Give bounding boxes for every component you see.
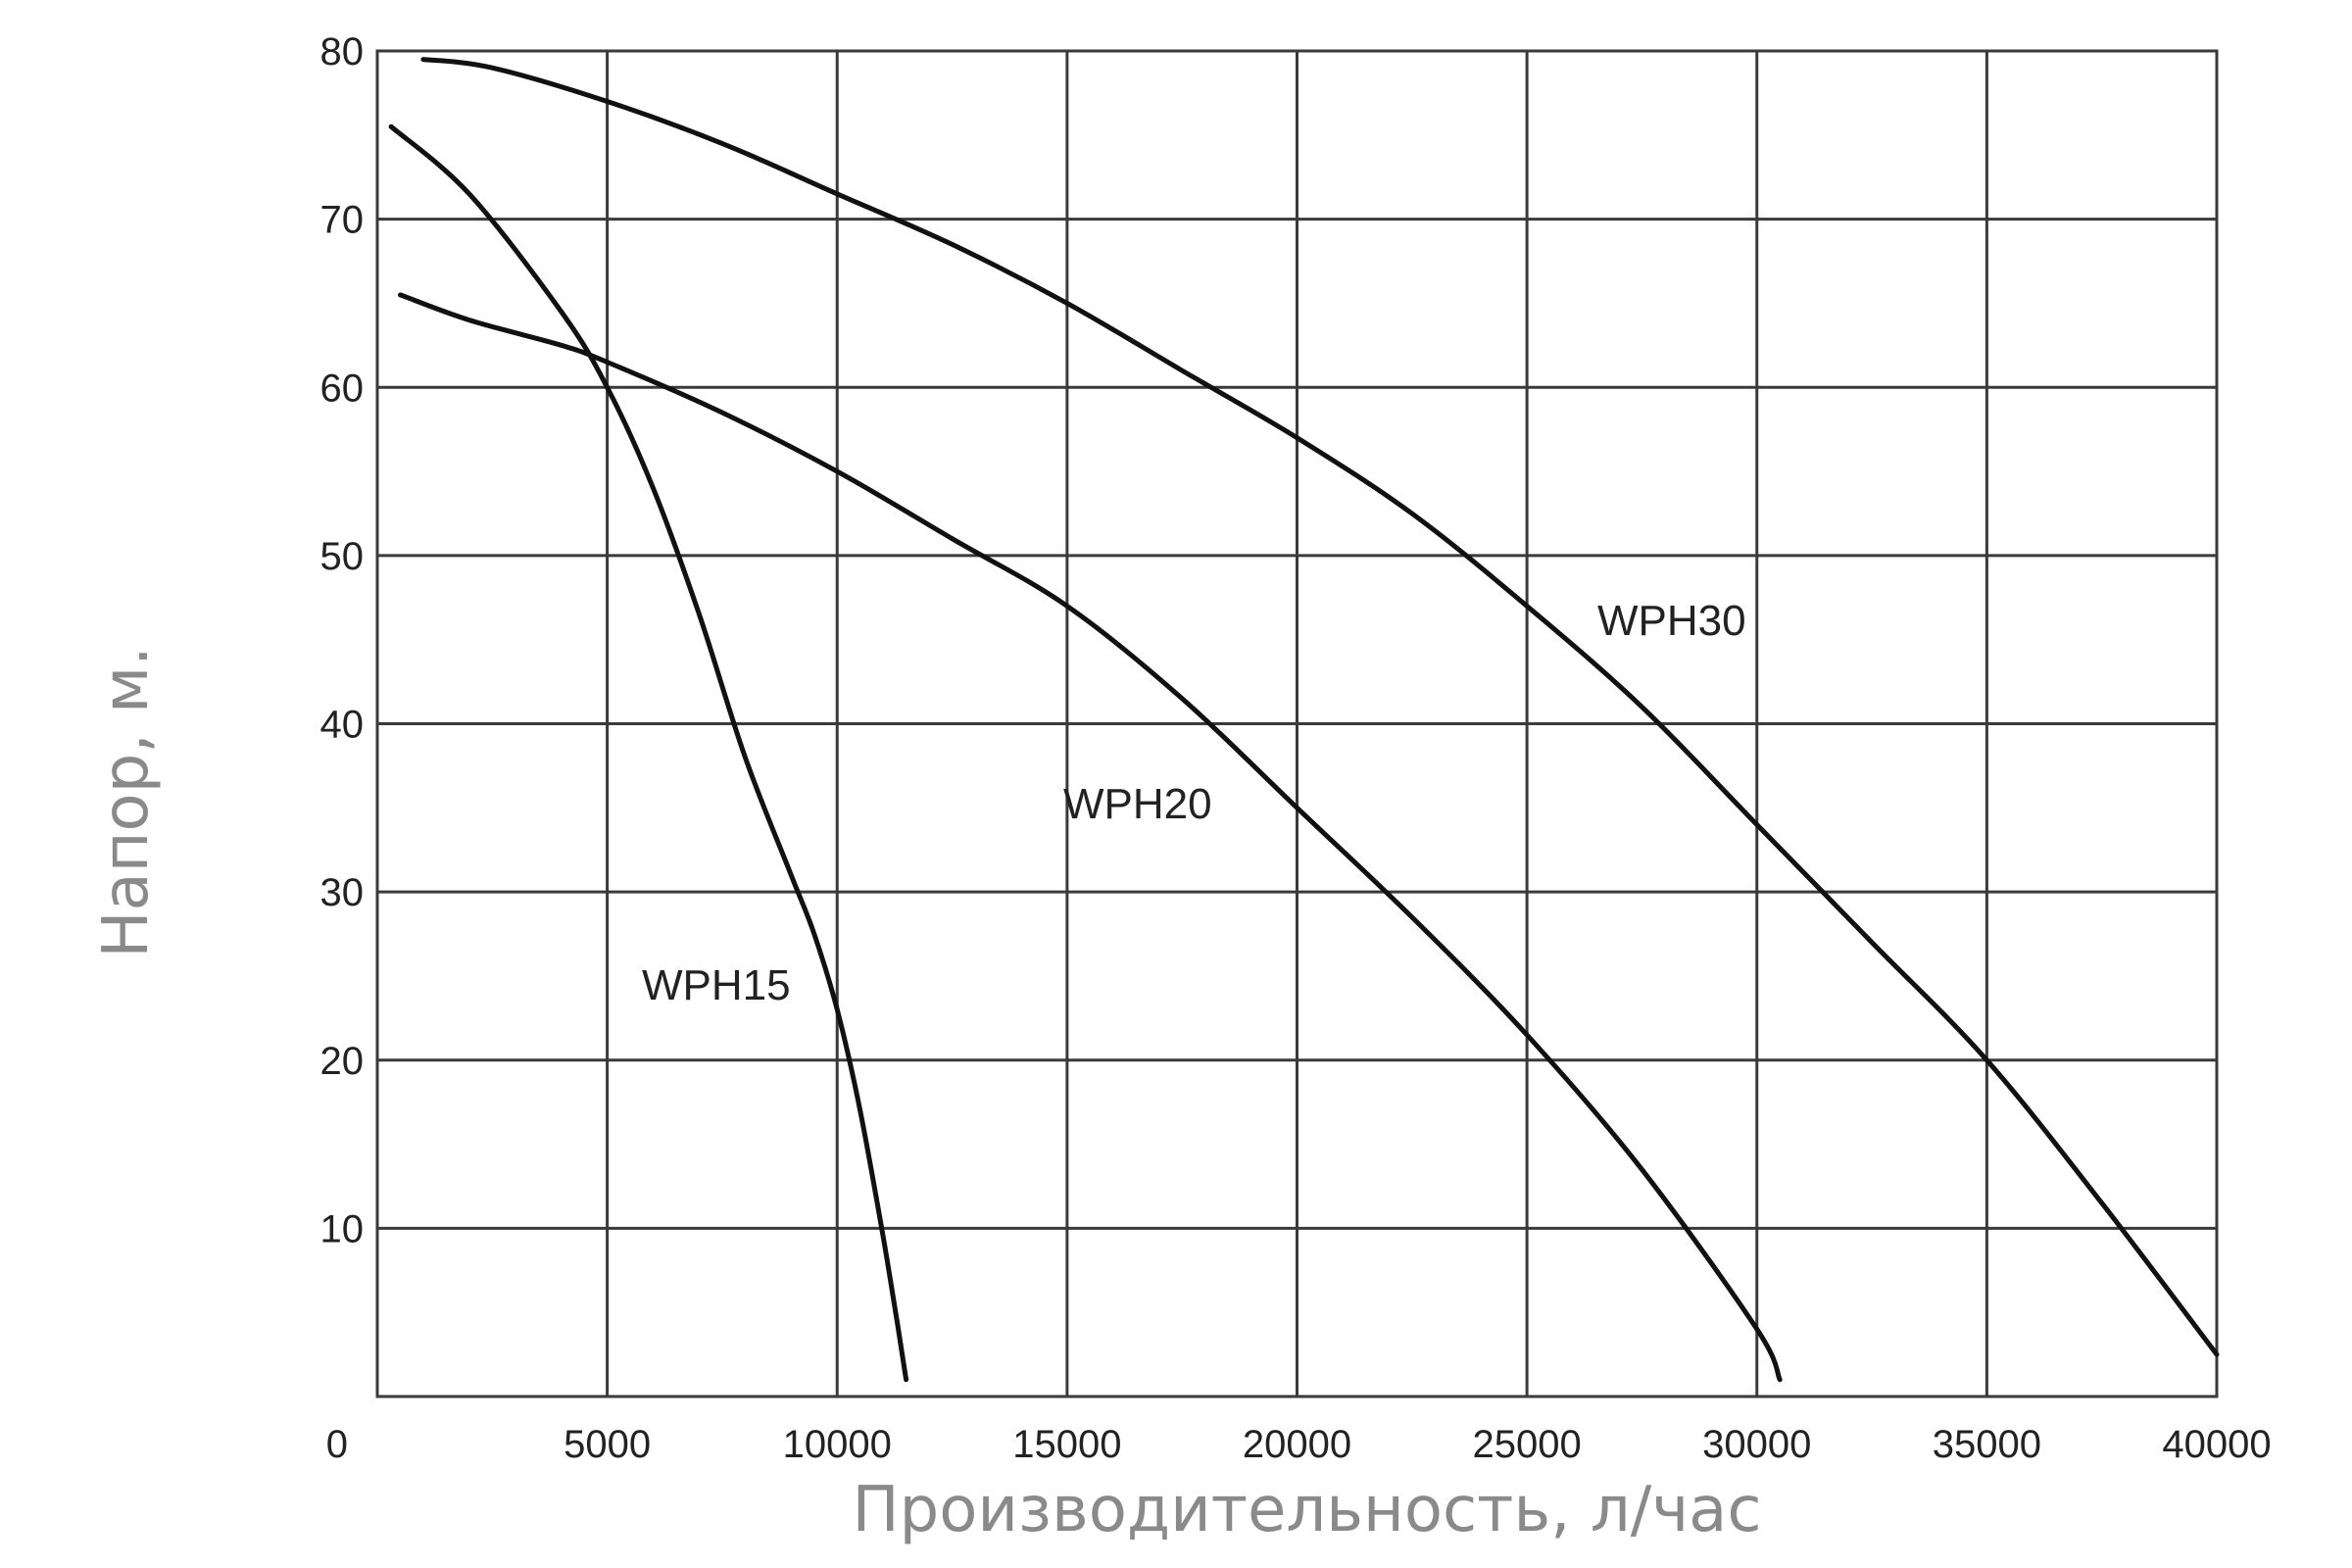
plot-frame	[375, 49, 2219, 1398]
series-labels: WPH15 WPH20 WPH30	[642, 597, 1746, 1009]
y-tick-label: 10	[320, 1207, 365, 1250]
series-label-wph15: WPH15	[642, 961, 791, 1009]
x-tick-label: 40000	[2162, 1423, 2271, 1466]
x-tick-label: 30000	[1702, 1423, 1811, 1466]
y-tick-label: 40	[320, 704, 365, 747]
x-tick-label: 20000	[1243, 1423, 1351, 1466]
x-tick-label: 5000	[564, 1423, 651, 1466]
x-tick-label: 35000	[1933, 1423, 2041, 1466]
grid	[377, 51, 2217, 1396]
series-label-wph30: WPH30	[1597, 597, 1746, 645]
y-tick-label: 70	[320, 199, 365, 242]
x-tick-labels: 0 5000 10000 15000 20000 25000 30000 35000 40000	[326, 1423, 2272, 1466]
x-tick-label: 0	[326, 1423, 348, 1466]
y-tick-label: 50	[320, 535, 365, 578]
series-label-wph20: WPH20	[1063, 780, 1212, 828]
x-tick-label: 15000	[1012, 1423, 1121, 1466]
series-curves	[388, 57, 2220, 1383]
x-tick-label: 25000	[1473, 1423, 1582, 1466]
y-axis-label: Напор, м.	[90, 646, 163, 957]
x-tick-label: 10000	[783, 1423, 892, 1466]
curve-wph15	[388, 123, 909, 1383]
y-tick-label: 20	[320, 1040, 365, 1083]
y-tick-label: 60	[320, 367, 365, 410]
y-tick-labels: 10 20 30 40 50 60 70 80	[320, 30, 365, 1250]
y-tick-label: 30	[320, 871, 365, 914]
curve-wph30	[420, 57, 2220, 1357]
x-axis-label: Производительность, л/час	[852, 1474, 1761, 1546]
y-tick-label: 80	[320, 30, 365, 74]
curve-wph20	[398, 292, 1783, 1383]
